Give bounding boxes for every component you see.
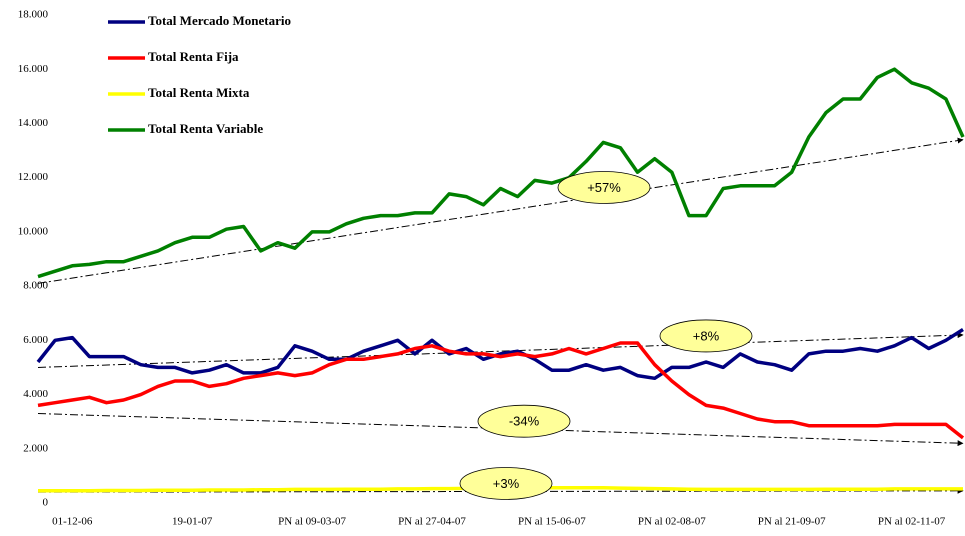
- x-tick-label: PN al 09-03-07: [278, 516, 346, 528]
- y-tick-label: 14.000: [18, 117, 49, 129]
- y-tick-label: 6.000: [23, 334, 48, 346]
- x-tick-label: 19-01-07: [172, 516, 213, 528]
- annotation-label: +57%: [587, 180, 621, 195]
- series-line: [37, 67, 965, 279]
- annotation-bubble: [557, 171, 651, 204]
- y-tick-label: 16.000: [18, 63, 49, 75]
- y-tick-label: 2.000: [23, 442, 48, 454]
- x-tick-label: PN al 02-08-07: [638, 516, 706, 528]
- series-line: [36, 328, 964, 381]
- legend-label: Total Mercado Monetario: [148, 13, 291, 28]
- x-tick-label: PN al 15-06-07: [518, 516, 586, 528]
- trend-line: [37, 413, 964, 447]
- series-line: [37, 341, 965, 440]
- legend-label: Total Renta Fija: [148, 49, 239, 64]
- trend-line: [37, 137, 964, 284]
- annotation-label: -34%: [509, 414, 540, 429]
- trend-line: [37, 332, 964, 368]
- y-tick-label: 4.000: [23, 388, 48, 400]
- x-tick-label: PN al 02-11-07: [878, 516, 946, 528]
- annotation-bubble: [659, 319, 753, 353]
- y-tick-label: 10.000: [18, 225, 49, 237]
- annotation-label: +8%: [693, 328, 720, 343]
- y-tick-label: 0: [43, 497, 49, 509]
- annotation-label: +3%: [493, 476, 520, 491]
- y-tick-label: 18.000: [18, 9, 49, 21]
- y-tick-label: 12.000: [18, 171, 49, 183]
- legend-label: Total Renta Variable: [148, 121, 263, 136]
- annotation-bubble: [459, 467, 553, 500]
- x-tick-label: 01-12-06: [52, 516, 93, 528]
- y-tick-label: 8.000: [23, 280, 48, 292]
- x-tick-label: PN al 21-09-07: [758, 516, 826, 528]
- legend-label: Total Renta Mixta: [148, 85, 250, 100]
- x-tick-label: PN al 27-04-07: [398, 516, 466, 528]
- annotation-bubble: [477, 404, 571, 438]
